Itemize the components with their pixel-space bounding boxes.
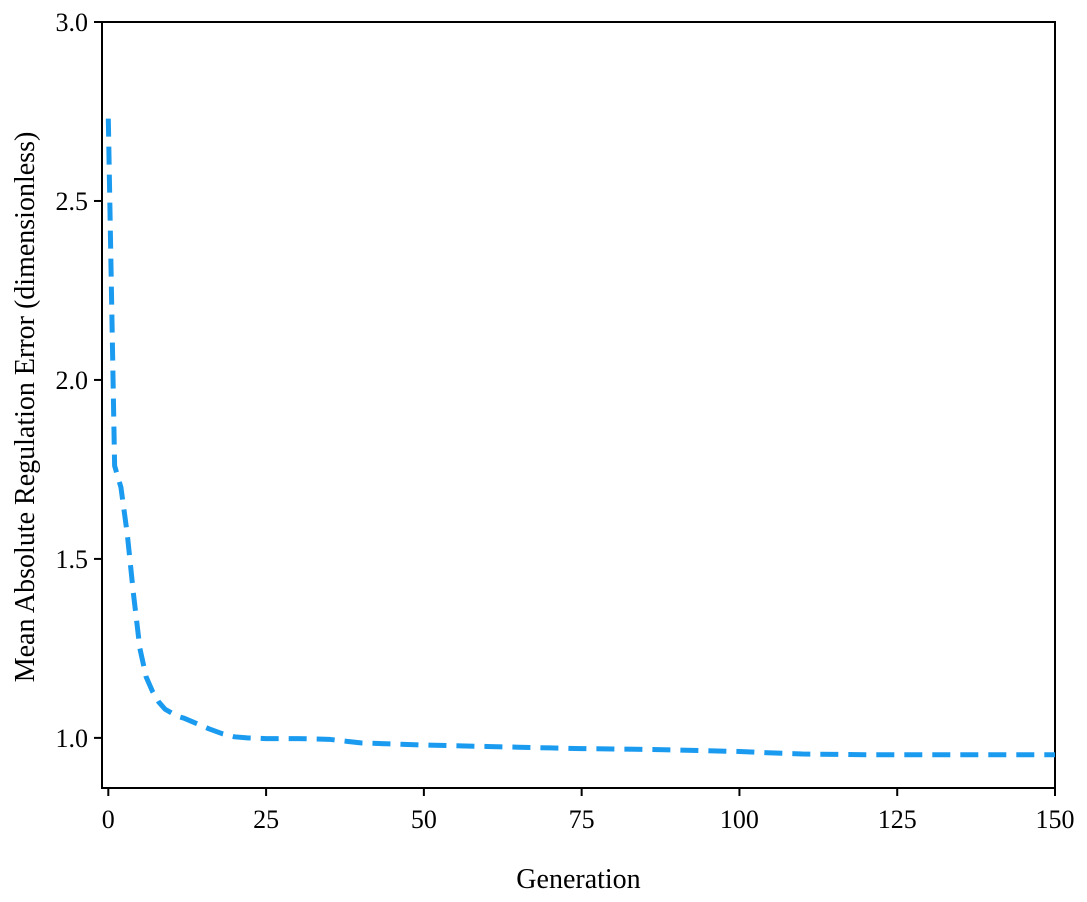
y-axis-title: Mean Absolute Regulation Error (dimensio… [10,132,41,683]
y-tick-label: 2.0 [56,366,89,395]
x-axis-ticks: 0 25 50 75 100 125 150 [102,788,1075,834]
plot-frame [101,21,1056,789]
x-tick-label: 100 [720,805,759,834]
x-tick-label: 125 [878,805,917,834]
x-tick-label: 0 [102,805,115,834]
x-tick-label: 25 [253,805,279,834]
series-layer [105,118,1055,758]
y-tick-label: 1.5 [56,545,89,574]
y-tick-label: 2.5 [56,187,89,216]
plot-border [101,21,1056,789]
series-line [105,118,1055,758]
x-axis-title: Generation [516,864,640,895]
x-tick-label: 75 [569,805,595,834]
y-tick-label: 1.0 [56,724,89,753]
y-axis-ticks: 1.0 1.5 2.0 2.5 3.0 [56,8,102,753]
x-tick-label: 150 [1036,805,1075,834]
x-tick-label: 50 [411,805,437,834]
y-tick-label: 3.0 [56,8,89,37]
